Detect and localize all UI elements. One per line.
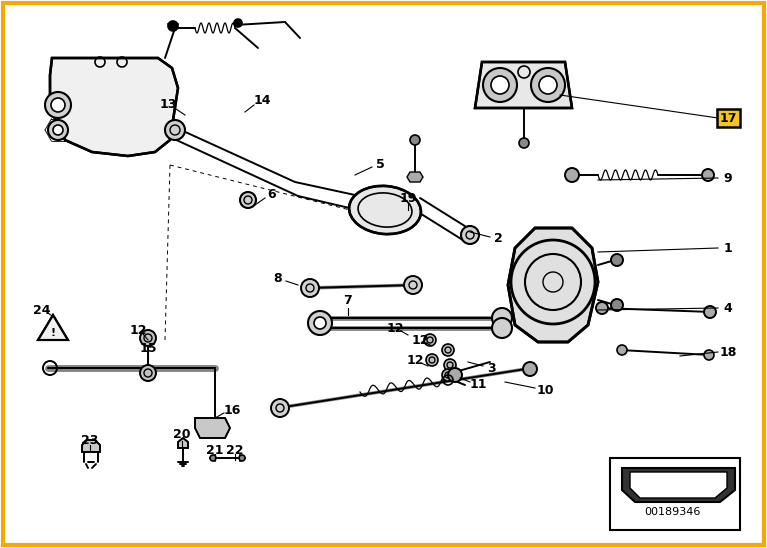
Text: 15: 15 — [140, 341, 156, 355]
Text: !: ! — [51, 328, 55, 338]
Circle shape — [702, 169, 714, 181]
Text: 3: 3 — [488, 362, 496, 374]
Polygon shape — [38, 315, 68, 340]
Polygon shape — [407, 172, 423, 182]
Polygon shape — [195, 418, 230, 438]
Circle shape — [617, 345, 627, 355]
Text: 4: 4 — [723, 301, 732, 315]
Text: 11: 11 — [469, 379, 487, 391]
Circle shape — [491, 76, 509, 94]
Circle shape — [519, 138, 529, 148]
Text: 7: 7 — [344, 294, 352, 306]
Text: 13: 13 — [160, 99, 176, 111]
Circle shape — [140, 365, 156, 381]
Circle shape — [611, 254, 623, 266]
Bar — [610, 458, 740, 530]
Polygon shape — [50, 58, 178, 156]
Text: 1: 1 — [723, 242, 732, 254]
Circle shape — [523, 362, 537, 376]
Circle shape — [442, 344, 454, 356]
Text: 17: 17 — [719, 111, 737, 124]
Text: 22: 22 — [226, 443, 244, 456]
Polygon shape — [82, 440, 100, 452]
Circle shape — [611, 299, 623, 311]
Circle shape — [314, 317, 326, 329]
Circle shape — [165, 120, 185, 140]
Circle shape — [168, 21, 178, 31]
Circle shape — [239, 455, 245, 461]
Circle shape — [565, 168, 579, 182]
Text: 2: 2 — [494, 231, 502, 244]
Circle shape — [271, 399, 289, 417]
Circle shape — [461, 226, 479, 244]
Polygon shape — [630, 472, 727, 498]
Circle shape — [48, 120, 68, 140]
Circle shape — [410, 135, 420, 145]
Text: 00189346: 00189346 — [644, 507, 700, 517]
Text: 24: 24 — [33, 304, 51, 317]
Circle shape — [53, 125, 63, 135]
Text: 12: 12 — [407, 353, 423, 367]
Circle shape — [308, 311, 332, 335]
Circle shape — [492, 308, 512, 328]
Text: 18: 18 — [719, 345, 736, 358]
Text: 21: 21 — [206, 443, 224, 456]
Text: 10: 10 — [536, 384, 554, 397]
Circle shape — [234, 19, 242, 27]
Polygon shape — [508, 228, 598, 342]
Text: 19: 19 — [400, 191, 416, 204]
Circle shape — [539, 76, 557, 94]
Circle shape — [301, 279, 319, 297]
Text: 12: 12 — [130, 323, 146, 336]
Text: 23: 23 — [81, 433, 99, 447]
Circle shape — [404, 276, 422, 294]
Text: 5: 5 — [376, 158, 384, 172]
Polygon shape — [178, 438, 188, 448]
Text: 20: 20 — [173, 429, 191, 442]
Circle shape — [424, 334, 436, 346]
Circle shape — [704, 306, 716, 318]
Text: 16: 16 — [223, 403, 241, 416]
Circle shape — [531, 68, 565, 102]
Ellipse shape — [349, 186, 421, 234]
Text: 14: 14 — [253, 94, 271, 106]
Polygon shape — [622, 468, 735, 502]
Circle shape — [492, 318, 512, 338]
Circle shape — [240, 192, 256, 208]
Circle shape — [704, 350, 714, 360]
Circle shape — [442, 369, 454, 381]
Polygon shape — [475, 62, 572, 108]
Circle shape — [426, 354, 438, 366]
Circle shape — [483, 68, 517, 102]
Text: 6: 6 — [268, 189, 276, 202]
Circle shape — [596, 302, 608, 314]
Circle shape — [140, 330, 156, 346]
Circle shape — [210, 455, 216, 461]
Circle shape — [444, 359, 456, 371]
Text: 12: 12 — [411, 334, 429, 346]
Circle shape — [45, 92, 71, 118]
Text: 12: 12 — [387, 322, 403, 334]
Text: 9: 9 — [724, 172, 732, 185]
Circle shape — [448, 368, 462, 382]
Text: 8: 8 — [274, 271, 282, 284]
Circle shape — [51, 98, 65, 112]
